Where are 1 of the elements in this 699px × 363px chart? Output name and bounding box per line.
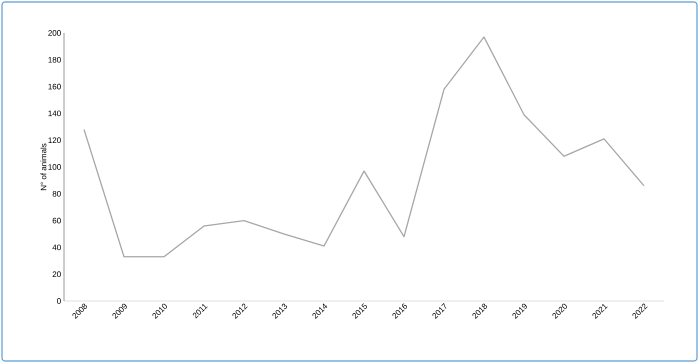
line-series	[83, 36, 645, 258]
